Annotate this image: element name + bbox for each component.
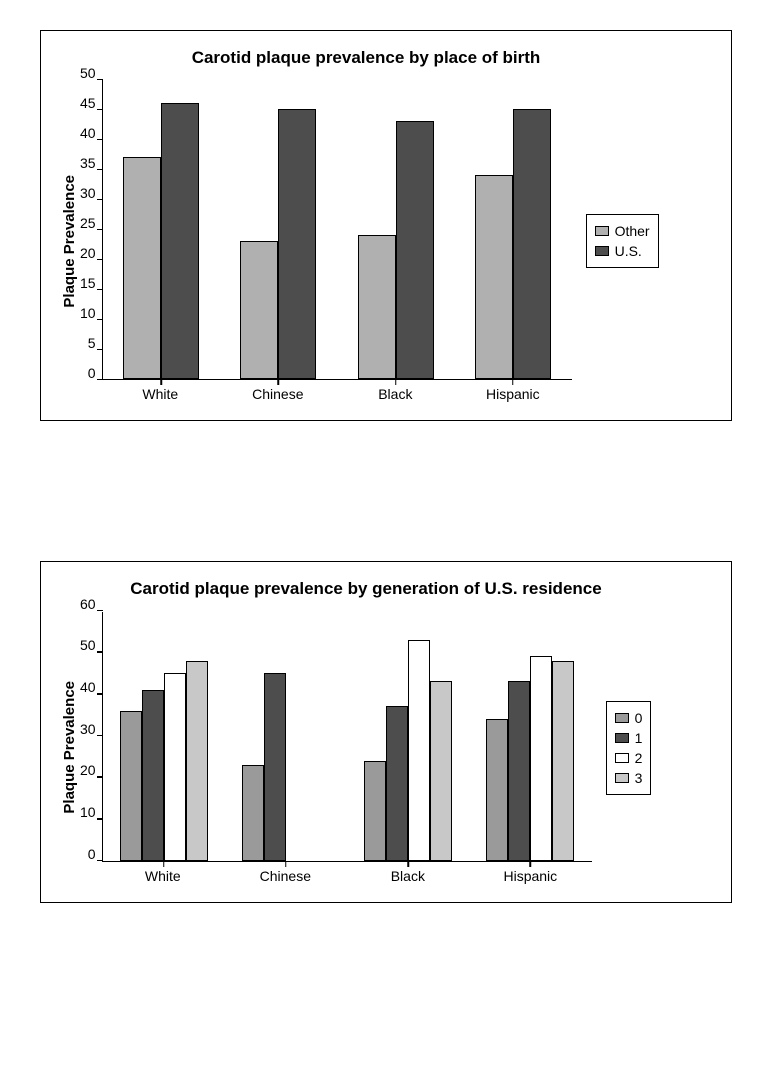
y-tick-mark bbox=[97, 610, 103, 612]
legend-label: Other bbox=[615, 223, 650, 239]
chart-panel-generation: Carotid plaque prevalence by generation … bbox=[40, 561, 732, 902]
bar bbox=[552, 661, 574, 861]
bar bbox=[186, 661, 208, 861]
x-tick-mark bbox=[160, 379, 162, 385]
y-axis-ticks: 50454035302520151050 bbox=[80, 80, 102, 380]
chart-panel-birthplace: Carotid plaque prevalence by place of bi… bbox=[40, 30, 732, 421]
legend-swatch bbox=[615, 773, 629, 783]
x-tick-mark bbox=[395, 379, 397, 385]
legend-item: 2 bbox=[615, 748, 643, 768]
bar-group bbox=[347, 612, 469, 861]
plot-area bbox=[102, 80, 572, 380]
y-tick-mark bbox=[97, 860, 103, 862]
bar bbox=[513, 109, 551, 379]
y-tick-mark bbox=[97, 651, 103, 653]
legend-label: 0 bbox=[635, 710, 643, 726]
bar-group bbox=[469, 612, 591, 861]
y-tick-mark bbox=[97, 109, 103, 111]
bar bbox=[430, 681, 452, 860]
y-tick-mark bbox=[97, 139, 103, 141]
y-tick-mark bbox=[97, 199, 103, 201]
legend: Other U.S. bbox=[586, 214, 659, 268]
bar-group bbox=[454, 80, 571, 379]
bar-groups bbox=[103, 612, 592, 861]
panel-spacer bbox=[40, 421, 732, 561]
y-tick-mark bbox=[97, 259, 103, 261]
legend-item: U.S. bbox=[595, 241, 650, 261]
chart-title: Carotid plaque prevalence by generation … bbox=[69, 578, 663, 599]
x-tick-mark bbox=[163, 861, 165, 867]
y-axis-ticks: 6050403020100 bbox=[80, 612, 102, 862]
bar bbox=[364, 761, 386, 861]
legend-swatch bbox=[595, 226, 609, 236]
bar bbox=[242, 765, 264, 861]
bar-group bbox=[225, 612, 347, 861]
bar bbox=[278, 109, 316, 379]
chart-title: Carotid plaque prevalence by place of bi… bbox=[69, 47, 663, 68]
y-tick-mark bbox=[97, 349, 103, 351]
legend-item: 1 bbox=[615, 728, 643, 748]
bar-group bbox=[220, 80, 337, 379]
bar bbox=[123, 157, 161, 379]
legend-item: 0 bbox=[615, 708, 643, 728]
plot-area bbox=[102, 612, 592, 862]
x-axis-labels: WhiteChineseBlackHispanic bbox=[102, 862, 592, 884]
legend-swatch bbox=[615, 733, 629, 743]
y-tick-mark bbox=[97, 79, 103, 81]
legend-label: 1 bbox=[635, 730, 643, 746]
bar bbox=[358, 235, 396, 379]
bar-group bbox=[103, 612, 225, 861]
bar bbox=[164, 673, 186, 861]
y-tick-mark bbox=[97, 169, 103, 171]
y-tick-mark bbox=[97, 229, 103, 231]
x-tick-mark bbox=[285, 861, 287, 867]
y-tick-mark bbox=[97, 735, 103, 737]
y-axis-label: Plaque Prevalence bbox=[59, 175, 80, 308]
bar bbox=[142, 690, 164, 861]
y-axis-label: Plaque Prevalence bbox=[59, 681, 80, 814]
y-tick-mark bbox=[97, 319, 103, 321]
bar bbox=[120, 711, 142, 861]
bar bbox=[386, 706, 408, 860]
bar bbox=[396, 121, 434, 379]
x-tick-mark bbox=[278, 379, 280, 385]
x-axis-labels: WhiteChineseBlackHispanic bbox=[102, 380, 572, 402]
x-tick-mark bbox=[512, 379, 514, 385]
bar bbox=[508, 681, 530, 860]
bar bbox=[264, 673, 286, 861]
bar bbox=[530, 656, 552, 860]
bar-groups bbox=[103, 80, 572, 379]
x-tick-mark bbox=[530, 861, 532, 867]
y-tick-mark bbox=[97, 776, 103, 778]
legend-swatch bbox=[595, 246, 609, 256]
legend-item: 3 bbox=[615, 768, 643, 788]
legend-swatch bbox=[615, 753, 629, 763]
legend-swatch bbox=[615, 713, 629, 723]
y-tick-mark bbox=[97, 693, 103, 695]
bar-group bbox=[103, 80, 220, 379]
legend-item: Other bbox=[595, 221, 650, 241]
legend-label: 2 bbox=[635, 750, 643, 766]
legend-label: 3 bbox=[635, 770, 643, 786]
bar bbox=[475, 175, 513, 379]
bar bbox=[240, 241, 278, 379]
legend-label: U.S. bbox=[615, 243, 642, 259]
bar bbox=[486, 719, 508, 861]
bar-group bbox=[337, 80, 454, 379]
x-tick-mark bbox=[407, 861, 409, 867]
bar bbox=[161, 103, 199, 379]
y-tick-mark bbox=[97, 289, 103, 291]
legend: 0 1 2 3 bbox=[606, 701, 652, 795]
bar bbox=[408, 640, 430, 861]
y-tick-mark bbox=[97, 379, 103, 381]
y-tick-mark bbox=[97, 818, 103, 820]
